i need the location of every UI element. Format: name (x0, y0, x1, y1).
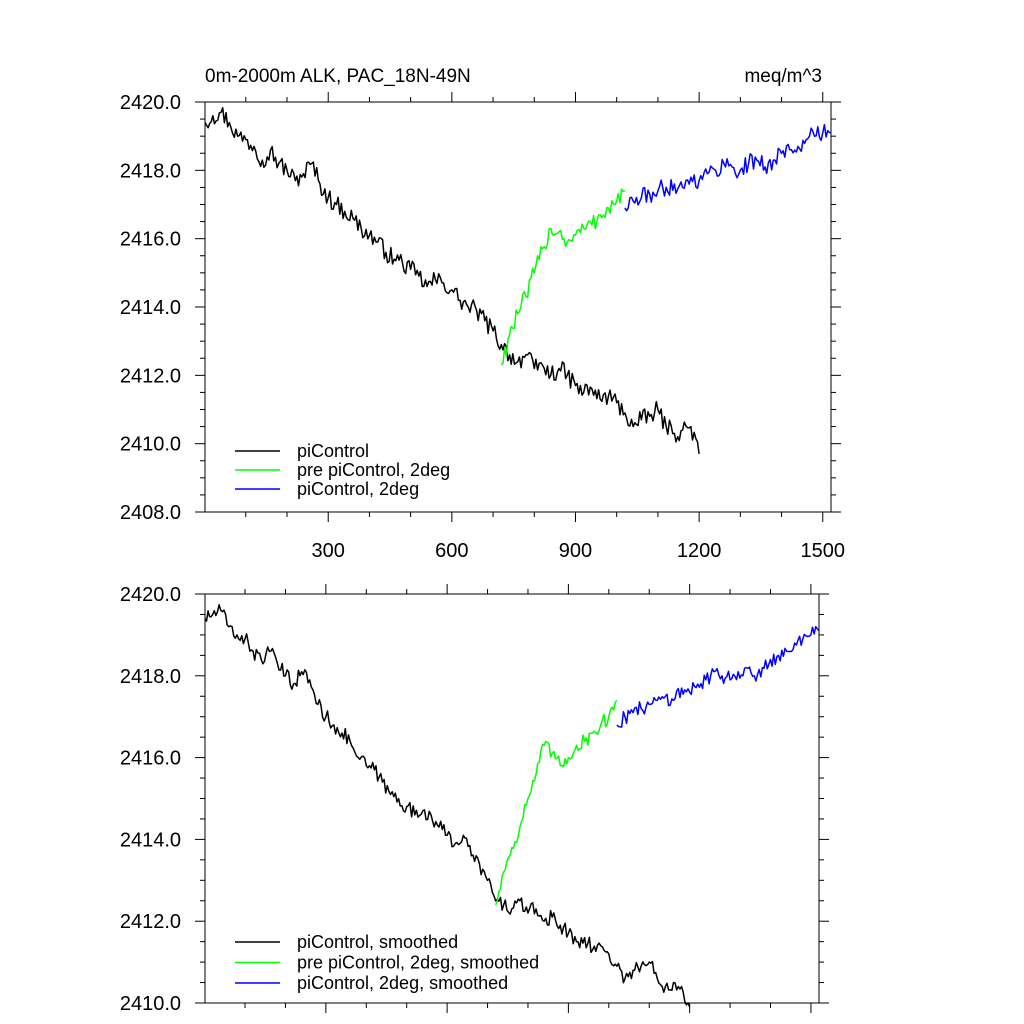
top-x-tick-label: 600 (435, 540, 468, 562)
bottom-series-line-0 (204, 604, 691, 1008)
top-legend-label-2: piControl, 2deg (297, 479, 419, 499)
top-y-tick-label: 2416.0 (120, 229, 181, 251)
top-x-tick-label: 1200 (677, 540, 722, 562)
top-legend-label-1: pre piControl, 2deg (297, 460, 450, 480)
top-legend-label-0: piControl (297, 441, 369, 461)
top-panel-title: 0m-2000m ALK, PAC_18N-49N (205, 66, 471, 87)
top-series-line-0 (204, 106, 700, 454)
top-series-line-1 (500, 188, 626, 366)
bottom-y-tick-label: 2416.0 (120, 748, 181, 770)
bottom-legend-label-2: piControl, 2deg, smoothed (297, 973, 508, 993)
top-y-tick-label: 2412.0 (120, 365, 181, 387)
top-panel: 0m-2000m ALK, PAC_18N-49N meq/m^3 2408.0… (120, 66, 845, 562)
bottom-series-line-1 (494, 699, 618, 906)
top-plot-area: 2408.0 2410.0 2412.0 2414.0 2416.0 2418.0 2420… (120, 92, 845, 562)
top-y-tick-label: 2414.0 (120, 297, 181, 319)
top-y-tick-label: 2420.0 (120, 92, 181, 114)
top-series-line-2 (624, 123, 832, 212)
bottom-plot-area: 2410.0 2412.0 2414.0 2416.0 2418.0 2420.0 piCo… (120, 584, 829, 1015)
bottom-y-tick-label: 2410.0 (120, 993, 181, 1015)
top-y-tick-label: 2408.0 (120, 502, 181, 524)
bottom-y-tick-label: 2412.0 (120, 911, 181, 933)
bottom-legend-label-1: pre piControl, 2deg, smoothed (297, 953, 539, 973)
top-x-tick-label: 1500 (801, 540, 846, 562)
bottom-y-tick-label: 2420.0 (120, 584, 181, 606)
bottom-series-line-2 (616, 625, 820, 728)
top-panel-units: meq/m^3 (744, 66, 822, 87)
top-x-tick-label: 300 (312, 540, 345, 562)
top-y-tick-label: 2410.0 (120, 434, 181, 456)
top-x-tick-label: 900 (559, 540, 592, 562)
bottom-panel: 2410.0 2412.0 2414.0 2416.0 2418.0 2420.0 piCo… (120, 584, 829, 1015)
bottom-y-tick-label: 2418.0 (120, 666, 181, 688)
bottom-legend-label-0: piControl, smoothed (297, 932, 458, 952)
top-y-tick-label: 2418.0 (120, 160, 181, 182)
bottom-y-tick-label: 2414.0 (120, 829, 181, 851)
